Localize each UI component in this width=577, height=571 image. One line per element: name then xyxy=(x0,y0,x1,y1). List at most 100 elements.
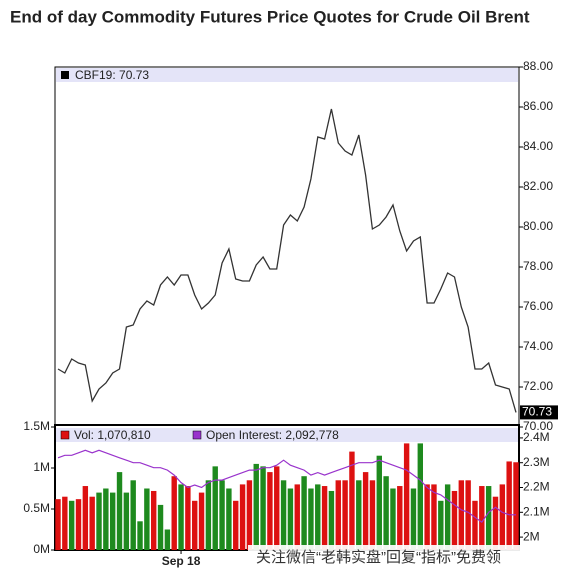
x-tick-label: Sep 18 xyxy=(162,554,201,568)
volume-bar xyxy=(472,500,478,550)
volume-bar xyxy=(424,484,430,550)
volume-bar xyxy=(185,486,191,550)
volume-bar xyxy=(274,466,280,550)
volume-bar xyxy=(116,472,123,550)
volume-bar xyxy=(390,488,396,550)
volume-bar xyxy=(267,472,273,550)
volume-bar xyxy=(315,484,321,550)
volume-bar xyxy=(75,499,82,550)
volume-bar xyxy=(438,500,444,550)
y-tick-label: 86.00 xyxy=(523,99,553,113)
chart-title: End of day Commodity Futures Price Quote… xyxy=(10,7,530,26)
watermark-band xyxy=(248,545,577,571)
y-tick-label: 76.00 xyxy=(523,299,553,313)
volume-bar xyxy=(239,484,246,550)
volume-bar xyxy=(506,461,512,550)
legend-band xyxy=(56,428,518,442)
y-tick-label: 78.00 xyxy=(523,259,553,273)
y-tick-label: 0.5M xyxy=(23,501,50,515)
volume-bar xyxy=(212,466,218,550)
price-line xyxy=(57,108,517,413)
volume-bar xyxy=(96,492,102,550)
volume-bar xyxy=(205,480,212,550)
volume-bar xyxy=(383,476,389,550)
volume-bar xyxy=(513,462,519,550)
legend-text: CBF19: 70.73 xyxy=(75,68,149,82)
volume-bar xyxy=(233,500,239,550)
y-tick-label: 2M xyxy=(523,529,540,543)
volume-bar xyxy=(246,480,253,550)
volume-bar xyxy=(499,484,506,550)
y-tick-label: 2.2M xyxy=(523,480,550,494)
y-tick-label: 2.4M xyxy=(523,430,550,444)
volume-bar xyxy=(178,484,184,550)
volume-bar xyxy=(219,480,225,550)
last-price-tag xyxy=(520,405,558,420)
price-panel xyxy=(54,66,520,426)
volume-bar xyxy=(458,480,465,550)
legend-swatch xyxy=(192,430,202,440)
volume-bar xyxy=(397,486,403,550)
y-tick-label: 88.00 xyxy=(523,59,553,73)
volume-bar xyxy=(123,492,130,550)
volume-bar xyxy=(492,496,499,550)
legend-text: Vol: 1,070,810 xyxy=(74,428,151,442)
volume-bar xyxy=(260,466,266,550)
volume-bar xyxy=(376,455,382,550)
volume-bar xyxy=(362,472,369,550)
y-tick-label: 84.00 xyxy=(523,139,553,153)
legend-text: Open Interest: 2,092,778 xyxy=(206,428,339,442)
volume-bar xyxy=(68,500,75,550)
watermark: 关注微信“老韩实盘”回复“指标”免费领 xyxy=(256,548,501,566)
y-tick-label: 1M xyxy=(33,460,50,474)
volume-bar xyxy=(328,490,335,550)
y-tick-label: 0M xyxy=(33,542,50,556)
volume-bar xyxy=(301,476,307,550)
volume-bar xyxy=(151,490,157,550)
volume-bar xyxy=(192,500,198,550)
volume-bar xyxy=(287,488,294,550)
y-tick-label: 74.00 xyxy=(523,339,553,353)
volume-bar xyxy=(144,488,150,550)
y-tick-label: 1.5M xyxy=(23,419,50,433)
legend-swatch xyxy=(61,71,69,79)
volume-bar xyxy=(89,496,95,550)
volume-bar xyxy=(417,443,423,550)
volume-bar xyxy=(103,488,109,550)
volume-bar xyxy=(485,486,492,550)
volume-bar xyxy=(349,451,355,550)
volume-bar xyxy=(198,492,205,550)
volume-bar xyxy=(479,486,485,550)
volume-bar xyxy=(403,443,410,550)
volume-bar xyxy=(55,499,61,550)
volume-bar xyxy=(335,480,341,550)
last-price-label: 70.73 xyxy=(522,405,552,419)
volume-bar xyxy=(356,480,362,550)
y-tick-label: 2.1M xyxy=(523,504,550,518)
y-tick-label: 80.00 xyxy=(523,219,553,233)
volume-bar xyxy=(130,480,136,550)
volume-bar xyxy=(444,484,451,550)
volume-bar xyxy=(465,480,471,550)
volume-bar xyxy=(171,476,177,550)
volume-bar xyxy=(109,492,116,550)
volume-bar xyxy=(410,488,417,550)
y-tick-label: 70.00 xyxy=(523,419,553,433)
volume-bar xyxy=(157,504,164,550)
volume-bar xyxy=(431,484,437,550)
volume-bar xyxy=(226,488,232,550)
volume-bar xyxy=(369,480,376,550)
legend-band xyxy=(56,68,518,82)
y-tick-label: 2.3M xyxy=(523,455,550,469)
volume-bar xyxy=(62,496,68,550)
volume-bar xyxy=(280,480,287,550)
volume-bar xyxy=(294,484,300,550)
volume-bar xyxy=(342,480,348,550)
volume-bar xyxy=(164,529,171,550)
y-tick-label: 82.00 xyxy=(523,179,553,193)
y-tick-label: 72.00 xyxy=(523,379,553,393)
volume-bar xyxy=(137,521,143,550)
legend-swatch xyxy=(60,430,70,440)
open-interest-line xyxy=(57,449,516,524)
